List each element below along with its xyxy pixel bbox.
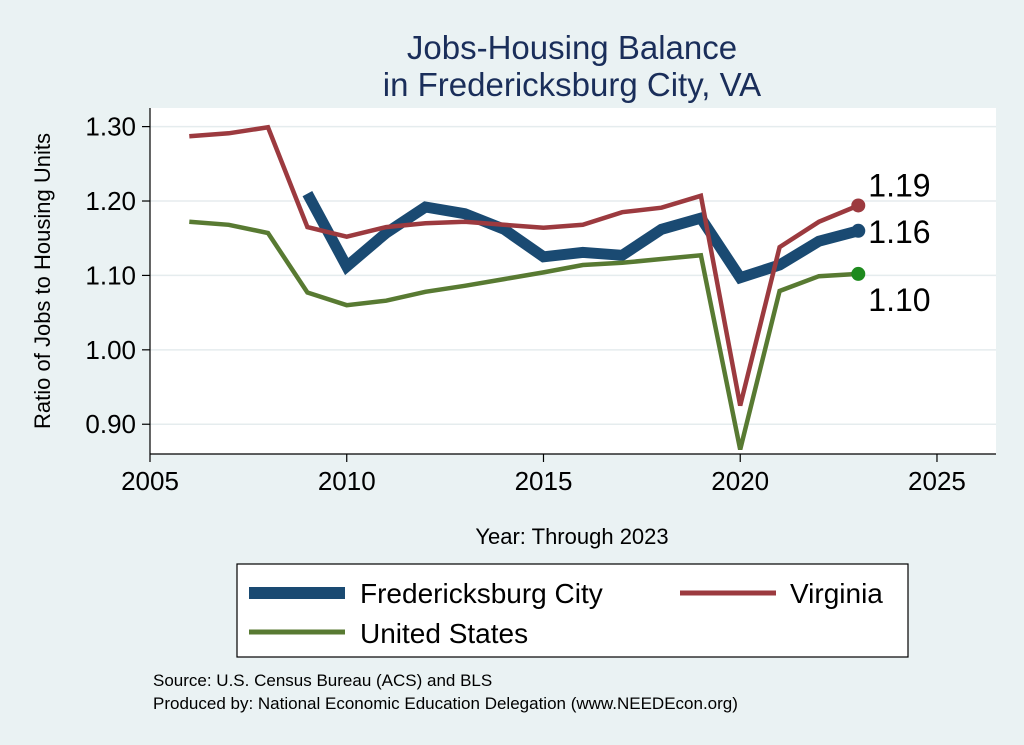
- series-lines: [189, 124, 860, 451]
- legend-label-virginia: Virginia: [790, 578, 883, 609]
- x-axis-label: Year: Through 2023: [475, 524, 668, 549]
- end-marker-fredericksburg-city: [851, 223, 866, 238]
- y-tick-label: 1.30: [85, 112, 136, 142]
- axis-ticks: 0.90 1.00 1.10 1.20 1.30 2005 2010 2015 2020 2025: [85, 112, 966, 496]
- end-label-fredericksburg-city: 1.16: [868, 214, 930, 250]
- end-markers: [851, 198, 866, 281]
- x-tick-label: 2010: [318, 466, 376, 496]
- y-tick-label: 1.10: [85, 260, 136, 290]
- y-axis-label: Ratio of Jobs to Housing Units: [30, 133, 55, 429]
- plot-area: [150, 108, 996, 454]
- end-marker-united-states: [851, 266, 866, 281]
- end-label-united-states: 1.10: [868, 282, 930, 318]
- x-tick-label: 2015: [515, 466, 573, 496]
- y-tick-label: 0.90: [85, 409, 136, 439]
- series-line-united-states: [189, 219, 859, 451]
- end-labels: 1.16 1.19 1.10: [868, 167, 930, 317]
- end-marker-virginia: [851, 198, 866, 213]
- x-tick-label: 2020: [711, 466, 769, 496]
- chart-title-line-2: in Fredericksburg City, VA: [383, 66, 761, 103]
- end-label-virginia: 1.19: [868, 167, 930, 203]
- produced-by-note: Produced by: National Economic Education…: [153, 694, 738, 713]
- x-tick-label: 2005: [121, 466, 179, 496]
- legend-label-fredericksburg: Fredericksburg City: [360, 578, 603, 609]
- y-tick-label: 1.20: [85, 186, 136, 216]
- source-note: Source: U.S. Census Bureau (ACS) and BLS: [153, 671, 492, 690]
- series-line-virginia: [189, 124, 860, 407]
- x-tick-label: 2025: [908, 466, 966, 496]
- legend-box: [236, 563, 909, 658]
- y-tick-label: 1.00: [85, 335, 136, 365]
- legend-label-united-states: United States: [360, 618, 528, 649]
- chart-title-line-1: Jobs-Housing Balance: [407, 29, 737, 66]
